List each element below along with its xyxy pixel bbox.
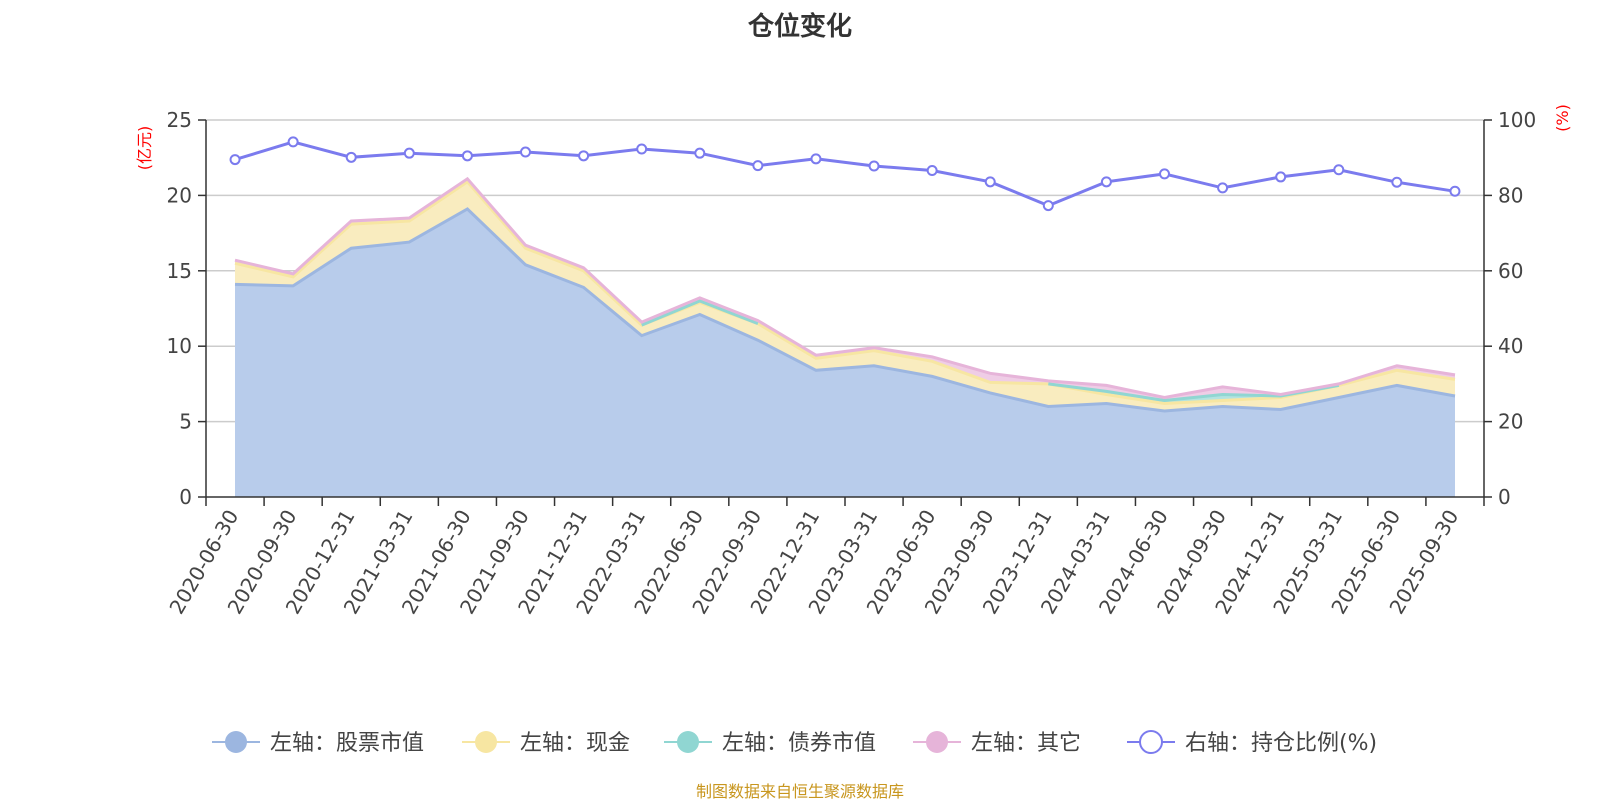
right-tick-label: 20 xyxy=(1498,410,1523,434)
ratio-point xyxy=(1449,185,1461,197)
right-axis-unit: (%) xyxy=(1553,104,1572,132)
ratio-point xyxy=(520,146,531,158)
ratio-point xyxy=(461,150,473,162)
left-tick-label: 25 xyxy=(167,108,192,132)
area-line-1 xyxy=(234,179,1456,406)
legend-label: 左轴：债券市值 xyxy=(722,731,876,756)
ratio-line xyxy=(234,140,1456,208)
ratio-point xyxy=(868,160,880,172)
legend-label: 左轴：其它 xyxy=(971,731,1081,756)
ratio-point xyxy=(1159,168,1170,180)
stacked-areas xyxy=(235,178,1455,497)
legend-label: 右轴：持仓比例(%) xyxy=(1185,731,1377,756)
left-tick-label: 0 xyxy=(179,485,192,509)
ratio-point xyxy=(345,151,357,163)
legend-label: 左轴：股票市值 xyxy=(270,731,424,756)
left-tick-label: 20 xyxy=(167,183,192,207)
left-tick-label: 15 xyxy=(167,259,192,283)
right-tick-label: 100 xyxy=(1498,108,1536,132)
data-source-note: 制图数据来自恒生聚源数据库 xyxy=(695,782,904,801)
legend-marker xyxy=(1139,730,1163,754)
ratio-point xyxy=(229,154,241,166)
ratio-point xyxy=(403,147,415,159)
right-tick-label: 60 xyxy=(1498,259,1523,283)
legend-marker xyxy=(926,731,948,753)
ratio-point xyxy=(1275,171,1287,183)
ratio-point xyxy=(287,136,299,148)
ratio-points xyxy=(229,136,1461,212)
right-tick-label: 0 xyxy=(1498,485,1511,509)
legend-item-1: 左轴：现金 xyxy=(462,731,630,756)
ratio-point xyxy=(810,153,822,165)
legend-marker xyxy=(475,731,497,753)
ratio-point xyxy=(1391,176,1403,188)
ratio-point xyxy=(694,147,706,159)
legend: 左轴：股票市值 左轴：现金 左轴：债券市值 左轴：其它 右轴：持仓比例(%) xyxy=(212,730,1377,756)
legend-marker xyxy=(677,731,699,753)
left-axis-unit: (亿元) xyxy=(135,126,154,171)
right-tick-label: 80 xyxy=(1498,183,1523,207)
ratio-point xyxy=(1042,200,1054,212)
chart-title: 仓位变化 xyxy=(747,12,852,42)
legend-item-3: 左轴：其它 xyxy=(913,731,1081,756)
ratio-point xyxy=(752,160,764,172)
ratio-point xyxy=(984,176,996,188)
series-lines xyxy=(234,140,1456,413)
left-tick-label: 5 xyxy=(179,410,192,434)
ratio-point xyxy=(1333,164,1345,176)
right-tick-label: 40 xyxy=(1498,334,1523,358)
ratio-point xyxy=(926,165,938,177)
legend-item-4: 右轴：持仓比例(%) xyxy=(1127,730,1377,756)
ratio-point xyxy=(636,143,648,155)
ratio-point xyxy=(1217,182,1229,194)
left-tick-label: 10 xyxy=(167,334,192,358)
area-series-0 xyxy=(235,209,1455,497)
legend-item-0: 左轴：股票市值 xyxy=(212,731,424,756)
ratio-point xyxy=(578,150,590,162)
area-line-0 xyxy=(234,207,1456,413)
legend-marker xyxy=(225,731,247,753)
area-line-3 xyxy=(234,176,1456,400)
legend-label: 左轴：现金 xyxy=(520,731,630,756)
legend-item-2: 左轴：债券市值 xyxy=(664,731,876,756)
ratio-point xyxy=(1100,176,1112,188)
